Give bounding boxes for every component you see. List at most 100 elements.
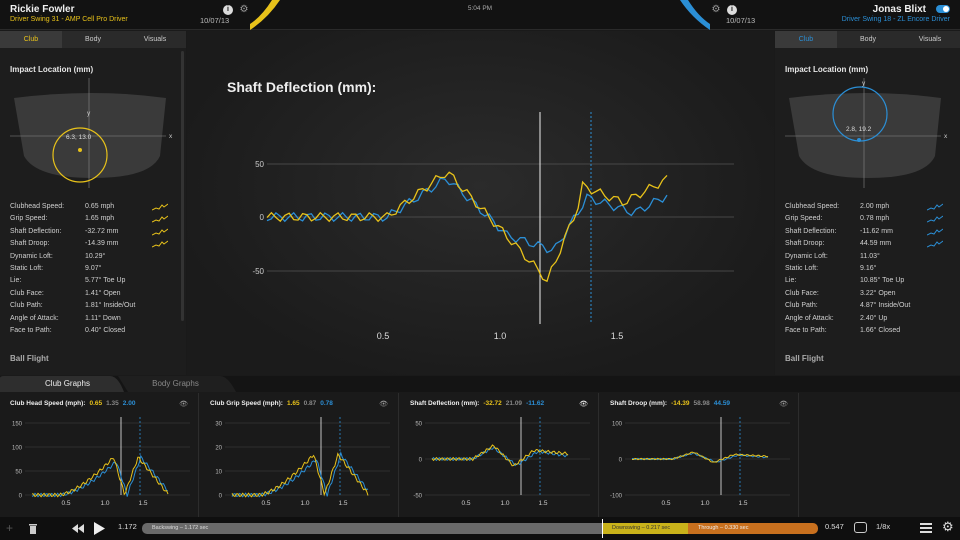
left-settings-gear-icon[interactable]: ⚙: [239, 4, 249, 15]
left-panel-scrollbar[interactable]: [181, 51, 184, 321]
stat-label: Angle of Attack:: [785, 314, 834, 322]
mini-value-right: 0.78: [320, 400, 333, 407]
left-swoosh-decoration: [250, 0, 280, 30]
graph-icon[interactable]: [152, 228, 168, 236]
stat-label: Shaft Droop:: [10, 240, 50, 248]
graph-icon[interactable]: [152, 240, 168, 248]
play-icon[interactable]: [94, 522, 105, 535]
impact-value-label: 6.3, 13.0: [66, 134, 92, 141]
x-tick-label: 0.5: [461, 500, 470, 507]
y-tick-label: 10: [215, 470, 222, 476]
ball-flight-title[interactable]: Ball Flight: [10, 354, 49, 363]
phase-backswing-segment[interactable]: Backswing – 1.172 sec: [142, 523, 602, 534]
right-player-name[interactable]: Jonas Blixt: [872, 4, 926, 15]
rewind-icon[interactable]: [72, 524, 84, 533]
graph-icon[interactable]: [927, 215, 943, 223]
trash-icon[interactable]: [28, 522, 38, 534]
tab-club[interactable]: Club: [775, 31, 837, 48]
playback-speed[interactable]: 1/8x: [876, 522, 891, 531]
stat-value: 11.03°: [860, 252, 880, 260]
mini-chart-shaft-droop[interactable]: Shaft Droop (mm): -14.39 58.98 44.59 👁 100 0…: [600, 393, 799, 517]
menu-icon[interactable]: [920, 523, 932, 533]
stat-label: Clubhead Speed:: [10, 203, 65, 210]
ball-flight-title[interactable]: Ball Flight: [785, 354, 824, 363]
impact-x-axis-label: x: [169, 133, 173, 140]
stat-row: Lie: 10.85° Toe Up: [785, 277, 945, 289]
mini-chart-grip-speed[interactable]: Club Grip Speed (mph): 1.65 0.87 0.78 👁 30 2…: [200, 393, 399, 517]
stat-row: Angle of Attack: 2.40° Up: [785, 315, 945, 327]
left-stats-list: Clubhead Speed: 0.65 mph Grip Speed: 1.65 m…: [10, 203, 170, 339]
stat-row: Face to Path: 0.40° Closed: [10, 327, 170, 339]
eye-icon[interactable]: 👁: [579, 401, 588, 408]
left-stats-panel: Club Body Visuals Impact Location (mm) 6…: [0, 31, 186, 375]
stat-label: Angle of Attack:: [10, 314, 59, 322]
graph-icon[interactable]: [927, 240, 943, 248]
right-visibility-toggle[interactable]: [936, 5, 950, 13]
eye-icon[interactable]: 👁: [179, 401, 188, 408]
series-blue-line: [266, 177, 668, 254]
stat-value: 5.77° Toe Up: [85, 277, 126, 285]
right-settings-gear-icon[interactable]: ⚙: [711, 4, 721, 15]
impact-location-title: Impact Location (mm): [10, 65, 94, 74]
tab-body[interactable]: Body: [860, 36, 876, 43]
stat-label: Grip Speed:: [10, 215, 48, 223]
y-tick-label: 50: [415, 422, 422, 428]
mini-chart-svg: 100 0 -100 0.5 1.0 1.5: [610, 417, 790, 507]
x-tick-label: 1.5: [338, 500, 347, 507]
mini-value-delta: 58.98: [693, 400, 710, 407]
stat-value: 1.41° Open: [85, 289, 121, 297]
tab-visuals[interactable]: Visuals: [143, 36, 167, 43]
x-tick-label: 1.5: [138, 500, 147, 507]
mini-chart-title: Club Grip Speed (mph): 1.65 0.87 0.78: [210, 400, 333, 407]
loop-icon[interactable]: [854, 522, 867, 533]
settings-gear-icon[interactable]: ⚙: [942, 519, 954, 534]
left-player-name[interactable]: Rickie Fowler: [10, 4, 75, 15]
add-icon[interactable]: +: [6, 521, 14, 535]
left-swing-label[interactable]: Driver Swing 31 - AMP Cell Pro Driver: [10, 16, 128, 23]
left-info-icon[interactable]: i: [223, 5, 233, 15]
left-panel-tabs: Club Body Visuals: [0, 31, 186, 48]
graph-icon[interactable]: [927, 228, 943, 236]
y-tick-label: 100: [12, 446, 23, 452]
stat-label: Club Path:: [785, 302, 818, 310]
tab-body-graphs[interactable]: Body Graphs: [152, 379, 199, 388]
mini-chart-svg: 30 20 10 0 0.5 1.0 1.5: [215, 417, 390, 507]
left-date: 10/07/13: [200, 16, 230, 25]
x-tick-label: 1.5: [738, 500, 747, 507]
tab-club[interactable]: Club: [0, 31, 62, 48]
stat-row: Lie: 5.77° Toe Up: [10, 277, 170, 289]
phase-downswing-segment[interactable]: Downswing – 0.217 sec: [602, 523, 688, 534]
main-chart-svg[interactable]: 50 0 -50 0.5 1.0 1.5: [187, 31, 774, 375]
y-tick-label: -100: [610, 494, 623, 500]
playhead[interactable]: [602, 519, 603, 538]
mini-chart-shaft-deflection[interactable]: Shaft Deflection (mm): -32.72 21.09 -11.62 …: [400, 393, 599, 517]
stat-value: 0.40° Closed: [85, 326, 126, 334]
tab-body[interactable]: Body: [85, 36, 101, 43]
stat-value: 1.81° Inside/Out: [85, 302, 136, 310]
mini-chart-clubhead-speed[interactable]: Club Head Speed (mph): 0.65 1.35 2.00 👁 150…: [0, 393, 199, 517]
graph-icon[interactable]: [927, 203, 943, 211]
y-tick-label: 50: [15, 470, 22, 476]
x-tick-label: 0.5: [661, 500, 670, 507]
tab-club-graphs[interactable]: Club Graphs: [45, 379, 90, 388]
eye-icon[interactable]: 👁: [779, 401, 788, 408]
tab-visuals[interactable]: Visuals: [918, 36, 942, 43]
y-tick-label: 0: [419, 458, 423, 464]
graph-icon[interactable]: [152, 203, 168, 211]
y-tick-label: 0: [619, 458, 623, 464]
mini-title-text: Club Grip Speed (mph):: [210, 400, 283, 407]
mini-chart-svg: 150 100 50 0 0.5 1.0 1.5: [12, 417, 190, 507]
right-info-icon[interactable]: i: [727, 5, 737, 15]
right-stats-list: Clubhead Speed: 2.00 mph Grip Speed: 0.78 m…: [785, 203, 945, 339]
toggle-knob: [943, 6, 949, 12]
playback-end-time: 0.547: [825, 522, 844, 531]
eye-icon[interactable]: 👁: [379, 401, 388, 408]
mini-value-left: 1.65: [286, 400, 300, 407]
impact-x-axis-label: x: [944, 133, 948, 140]
right-swing-label[interactable]: Driver Swing 18 - ZL Encore Driver: [841, 16, 950, 23]
graph-icon[interactable]: [152, 215, 168, 223]
x-tick-label: 0.5: [377, 331, 390, 341]
y-tick-label: 0: [260, 213, 265, 222]
phase-through-segment[interactable]: Through – 0.330 sec: [688, 523, 818, 534]
